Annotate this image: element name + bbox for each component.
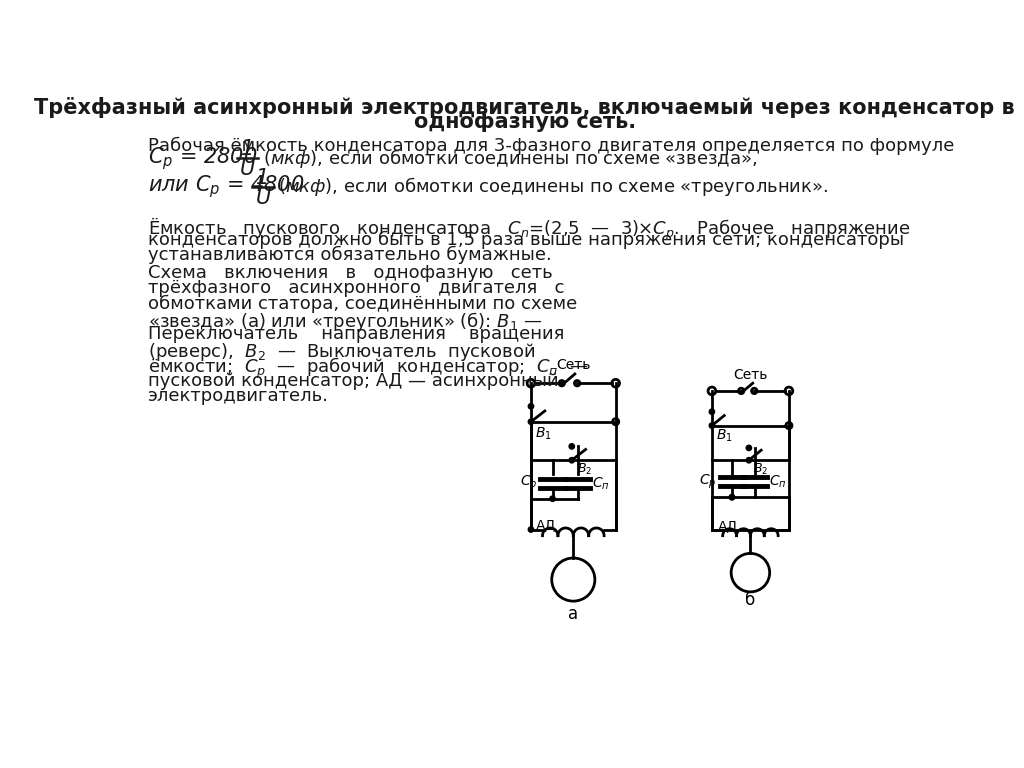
Text: трёхфазного   асинхронного   двигателя   с: трёхфазного асинхронного двигателя с	[147, 280, 564, 297]
Text: ($\itмкф$), если обмотки соединены по схеме «звезда»,: ($\itмкф$), если обмотки соединены по сх…	[263, 147, 757, 170]
Text: $C_п$: $C_п$	[592, 475, 609, 492]
Text: ($\itмкф$), если обмотки соединены по схеме «треугольник».: ($\itмкф$), если обмотки соединены по сх…	[279, 175, 828, 198]
Text: Схема   включения   в   однофазную   сеть: Схема включения в однофазную сеть	[147, 264, 552, 282]
Text: «звезда» (а) или «треугольник» (б): $B_1$ —: «звезда» (а) или «треугольник» (б): $B_1…	[147, 310, 542, 333]
Circle shape	[550, 496, 555, 502]
Text: ёмкости;  $C_p$  —  рабочий  конденсатор;  $C_п$  —: ёмкости; $C_p$ — рабочий конденсатор; $C…	[147, 356, 588, 382]
Text: $C_p$ = 2800: $C_p$ = 2800	[147, 145, 257, 172]
Text: Сеть: Сеть	[556, 359, 591, 372]
Text: 1: 1	[241, 139, 254, 159]
Text: $C_p$: $C_p$	[520, 474, 538, 492]
Text: АД: АД	[718, 519, 738, 533]
Circle shape	[729, 495, 734, 500]
Text: электродвигатель.: электродвигатель.	[147, 387, 329, 405]
Text: $B_2$: $B_2$	[754, 462, 769, 477]
Text: АД: АД	[536, 518, 556, 531]
Circle shape	[710, 423, 715, 429]
Text: $C_p$: $C_p$	[699, 472, 717, 491]
Text: (реверс),  $B_2$  —  Выключатель  пусковой: (реверс), $B_2$ — Выключатель пусковой	[147, 341, 535, 362]
Circle shape	[528, 527, 534, 532]
Text: устанавливаются обязательно бумажные.: устанавливаются обязательно бумажные.	[147, 247, 551, 264]
Text: б: б	[745, 591, 756, 609]
Text: или $C_p$ = 4800: или $C_p$ = 4800	[147, 174, 304, 200]
Text: Ёмкость   пускового   конденсатора   $C_n$=(2,5  —  3)×$C_p$.   Рабочее   напряж: Ёмкость пускового конденсатора $C_n$=(2,…	[147, 215, 909, 243]
Circle shape	[528, 419, 534, 425]
Text: Сеть: Сеть	[733, 368, 768, 382]
Text: $B_1$: $B_1$	[716, 428, 732, 444]
Circle shape	[729, 495, 734, 500]
Text: а: а	[568, 605, 579, 623]
Text: U: U	[255, 187, 270, 207]
Text: 1: 1	[256, 167, 269, 187]
Circle shape	[746, 458, 752, 463]
Text: пусковой конденсатор; АД — асинхронный: пусковой конденсатор; АД — асинхронный	[147, 372, 558, 389]
Text: обмотками статора, соединёнными по схеме: обмотками статора, соединёнными по схеме	[147, 295, 577, 313]
Text: $C_п$: $C_п$	[769, 474, 786, 490]
Text: Переключатель    направления    вращения: Переключатель направления вращения	[147, 326, 564, 343]
Text: $B_1$: $B_1$	[535, 425, 552, 442]
Circle shape	[569, 458, 574, 463]
Text: $B_2$: $B_2$	[578, 462, 592, 477]
Text: Рабочая ёмкость конденсатора для 3-фазного двигателя определяется по формуле: Рабочая ёмкость конденсатора для 3-фазно…	[147, 137, 954, 155]
Circle shape	[569, 444, 574, 449]
Text: Трёхфазный асинхронный электродвигатель, включаемый через конденсатор в: Трёхфазный асинхронный электродвигатель,…	[35, 97, 1015, 118]
Text: однофазную сеть.: однофазную сеть.	[414, 111, 636, 132]
Circle shape	[746, 445, 752, 451]
Text: конденсаторов должно быть в 1,5 раза выше напряжения сети; конденсаторы: конденсаторов должно быть в 1,5 раза выш…	[147, 230, 903, 249]
Text: U: U	[240, 159, 255, 179]
Circle shape	[710, 409, 715, 415]
Circle shape	[528, 404, 534, 409]
